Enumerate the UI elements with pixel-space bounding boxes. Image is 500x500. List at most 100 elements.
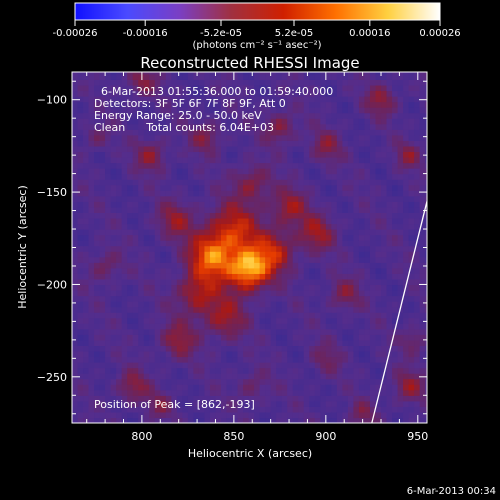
- heatmap-cell: [364, 356, 371, 363]
- heatmap-cell: [287, 295, 294, 302]
- heatmap-cell: [270, 212, 277, 219]
- heatmap-cell: [209, 162, 217, 169]
- heatmap-cell: [154, 373, 161, 380]
- heatmap-cell: [110, 234, 117, 241]
- heatmap-cell: [265, 96, 272, 103]
- heatmap-cell: [425, 362, 427, 369]
- heatmap-cell: [369, 134, 377, 141]
- heatmap-cell: [149, 96, 156, 103]
- heatmap-cell: [94, 356, 101, 363]
- heatmap-cell: [237, 217, 244, 225]
- heatmap-cell: [381, 301, 388, 308]
- heatmap-cell: [347, 312, 355, 319]
- heatmap-cell: [331, 112, 338, 119]
- heatmap-cell: [176, 395, 183, 402]
- heatmap-cell: [215, 328, 222, 335]
- heatmap-cell: [369, 267, 377, 274]
- heatmap-cell: [364, 118, 371, 125]
- heatmap-cell: [414, 262, 421, 269]
- heatmap-cell: [342, 256, 349, 263]
- heatmap-cell: [325, 367, 332, 374]
- heatmap-cell: [397, 162, 404, 169]
- heatmap-cell: [209, 134, 217, 141]
- heatmap-cell: [99, 168, 106, 175]
- heatmap-cell: [149, 339, 156, 347]
- heatmap-cell: [243, 284, 250, 291]
- heatmap-cell: [83, 362, 90, 369]
- heatmap-cell: [138, 411, 145, 419]
- heatmap-cell: [325, 345, 332, 352]
- heatmap-cell: [149, 195, 156, 202]
- heatmap-cell: [154, 334, 161, 341]
- heatmap-cell: [77, 90, 84, 97]
- heatmap-cell: [375, 84, 382, 92]
- heatmap-cell: [193, 84, 200, 92]
- heatmap-cell: [204, 267, 211, 274]
- heatmap-cell: [298, 206, 305, 213]
- heatmap-cell: [254, 96, 261, 103]
- heatmap-cell: [138, 384, 145, 391]
- heatmap-cell: [265, 411, 272, 419]
- heatmap-cell: [237, 384, 244, 391]
- heatmap-cell: [143, 156, 150, 164]
- heatmap-cell: [220, 173, 228, 180]
- heatmap-cell: [281, 179, 288, 186]
- heatmap-cell: [215, 162, 222, 169]
- heatmap-cell: [248, 345, 255, 352]
- heatmap-cell: [369, 256, 377, 263]
- heatmap-cell: [127, 251, 134, 258]
- heatmap-cell: [182, 389, 189, 396]
- heatmap-cell: [165, 73, 172, 80]
- heatmap-cell: [298, 101, 305, 108]
- heatmap-cell: [303, 234, 310, 241]
- heatmap-cell: [292, 284, 299, 291]
- heatmap-cell: [204, 395, 211, 402]
- heatmap-cell: [314, 262, 321, 269]
- heatmap-cell: [72, 145, 79, 153]
- heatmap-cell: [248, 317, 255, 324]
- heatmap-cell: [171, 367, 178, 374]
- heatmap-cell: [303, 90, 310, 97]
- heatmap-cell: [105, 273, 112, 280]
- heatmap-cell: [193, 378, 200, 385]
- heatmap-cell: [116, 378, 123, 385]
- heatmap-cell: [182, 395, 189, 402]
- heatmap-cell: [342, 84, 349, 92]
- heatmap-cell: [309, 223, 316, 230]
- heatmap-cell: [386, 356, 393, 363]
- heatmap-cell: [259, 389, 266, 396]
- heatmap-cell: [154, 73, 161, 80]
- heatmap-cell: [392, 262, 399, 269]
- heatmap-cell: [386, 101, 393, 108]
- heatmap-cell: [320, 362, 327, 369]
- heatmap-cell: [248, 328, 255, 335]
- heatmap-cell: [265, 195, 272, 202]
- heatmap-cell: [331, 217, 338, 225]
- heatmap-cell: [392, 134, 399, 141]
- heatmap-cell: [198, 267, 206, 274]
- heatmap-cell: [110, 411, 117, 419]
- heatmap-cell: [160, 262, 167, 269]
- heatmap-cell: [408, 162, 415, 169]
- heatmap-cell: [83, 190, 90, 197]
- heatmap-cell: [209, 400, 217, 407]
- heatmap-cell: [425, 262, 427, 269]
- heatmap-cell: [99, 195, 106, 202]
- heatmap-cell: [270, 107, 277, 114]
- heatmap-cell: [353, 395, 360, 402]
- heatmap-cell: [342, 90, 349, 97]
- heatmap-cell: [287, 356, 294, 363]
- heatmap-cell: [160, 184, 167, 191]
- heatmap-cell: [414, 373, 421, 380]
- heatmap-cell: [160, 417, 167, 423]
- heatmap-cell: [83, 145, 90, 153]
- heatmap-cell: [408, 206, 415, 213]
- heatmap-cell: [386, 262, 393, 269]
- heatmap-cell: [193, 151, 200, 158]
- heatmap-cell: [165, 79, 172, 86]
- heatmap-cell: [243, 339, 250, 347]
- heatmap-cell: [353, 72, 360, 75]
- heatmap-cell: [121, 278, 128, 286]
- heatmap-cell: [160, 334, 167, 341]
- heatmap-cell: [110, 328, 117, 335]
